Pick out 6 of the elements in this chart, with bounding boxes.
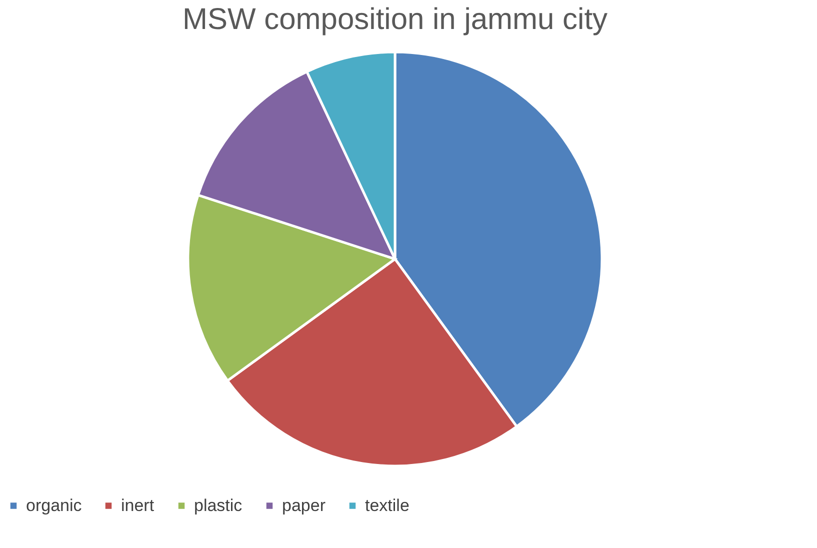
legend-label: textile (365, 496, 410, 515)
chart-title: MSW composition in jammu city (182, 3, 608, 36)
legend-label: plastic (194, 496, 243, 515)
legend-label: inert (121, 496, 154, 515)
legend-label: paper (282, 496, 326, 515)
legend-label: organic (26, 496, 82, 515)
